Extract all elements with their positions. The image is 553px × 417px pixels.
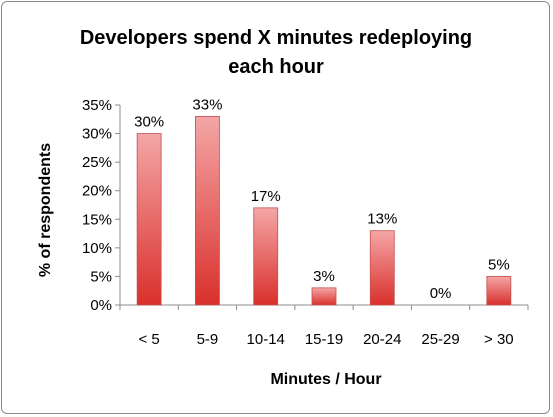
y-tick-label: 0% xyxy=(90,297,112,314)
y-tick-label: 5% xyxy=(90,268,112,285)
bar xyxy=(136,133,162,306)
data-labels: 30% 33% 17% 3% 13% 0% 5% xyxy=(134,96,510,302)
y-tick-label: 10% xyxy=(82,240,112,257)
y-tick-label: 35% xyxy=(82,97,112,114)
y-axis: 0% 5% 10% 15% 20% 25% 30% 35% xyxy=(82,97,121,314)
x-axis-title: Minutes / Hour xyxy=(270,371,381,388)
bar xyxy=(253,207,279,306)
y-tick-label: 15% xyxy=(82,211,112,228)
bars xyxy=(136,116,512,306)
bar xyxy=(311,287,337,306)
chart-title-line-1: Developers spend X minutes redeploying xyxy=(80,27,472,49)
y-tick-label: 20% xyxy=(82,183,112,200)
x-tick-label: < 5 xyxy=(139,331,160,348)
x-tick-label: 10-14 xyxy=(247,331,285,348)
x-tick-label: 5-9 xyxy=(197,331,219,348)
x-axis: < 5 5-9 10-14 15-19 20-24 25-29 > 30 xyxy=(119,304,529,348)
data-label: 17% xyxy=(251,188,281,205)
x-tick-label: > 30 xyxy=(484,331,514,348)
bar xyxy=(369,230,395,306)
data-label: 30% xyxy=(134,114,164,131)
bar xyxy=(195,116,220,306)
x-tick-label: 15-19 xyxy=(305,331,343,348)
data-label: 13% xyxy=(367,211,397,228)
bar xyxy=(486,276,512,306)
y-tick-label: 25% xyxy=(82,154,112,171)
x-tick-label: 25-29 xyxy=(421,331,459,348)
x-tick-label: 20-24 xyxy=(363,331,401,348)
data-label: 3% xyxy=(313,268,335,285)
data-label: 0% xyxy=(430,285,452,302)
data-label: 33% xyxy=(192,96,222,113)
y-axis-title: % of respondents xyxy=(37,143,54,277)
data-label: 5% xyxy=(488,256,510,273)
chart-title-line-2: each hour xyxy=(228,56,324,78)
y-tick-label: 30% xyxy=(82,126,112,143)
